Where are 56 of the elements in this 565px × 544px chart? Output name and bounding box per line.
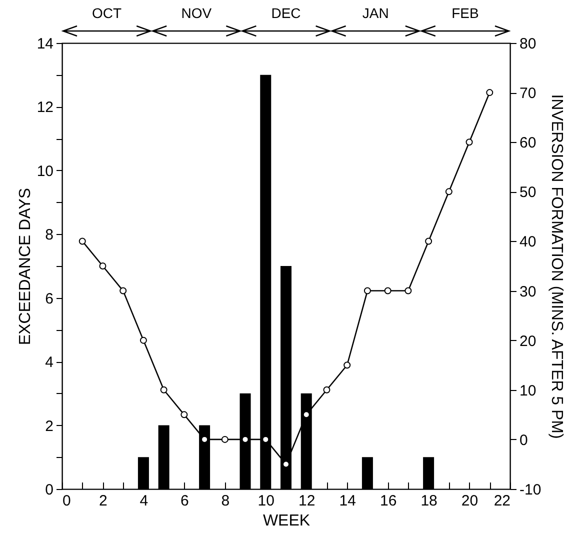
y-tick-label: 10 xyxy=(36,162,54,180)
point xyxy=(221,436,228,443)
y-tick-label: 4 xyxy=(45,354,54,372)
point xyxy=(486,89,494,96)
y-tick-label: 2 xyxy=(45,418,54,435)
text: JAN xyxy=(362,5,389,21)
text: OCT xyxy=(92,5,122,21)
point xyxy=(302,411,310,418)
y2-tick-label: 30 xyxy=(520,283,536,300)
x-tick-label: 18 xyxy=(420,492,438,510)
x-tick-label: 0 xyxy=(62,492,71,510)
point xyxy=(384,287,392,294)
y-tick-label: 8 xyxy=(45,226,54,244)
point xyxy=(120,287,127,294)
point xyxy=(78,238,86,245)
y2-tick-label: -10 xyxy=(520,482,542,498)
y2-tick-label: 70 xyxy=(520,85,536,102)
y2-tick-label: 80 xyxy=(520,36,536,52)
x-tick-label: 4 xyxy=(140,492,148,510)
x-tick-label: 14 xyxy=(339,492,356,510)
point xyxy=(180,411,188,418)
y2-tick-label: 10 xyxy=(520,382,536,400)
point xyxy=(160,386,168,394)
point xyxy=(364,287,371,294)
y-tick-label: 14 xyxy=(36,36,54,52)
y-tick-label: 12 xyxy=(36,99,54,116)
x-tick-label: 8 xyxy=(221,492,230,510)
y-axis-title: EXCEEDANCE DAYS xyxy=(16,188,34,346)
y2-tick-label: 50 xyxy=(520,184,536,202)
y2-tick-label: 0 xyxy=(520,432,528,449)
y-tick-label: 6 xyxy=(45,290,54,308)
y2-tick-label: 60 xyxy=(520,134,536,152)
point xyxy=(99,262,106,270)
y-tick-label: 0 xyxy=(45,482,54,498)
x-tick-label: 16 xyxy=(380,492,397,510)
x-tick-label: 6 xyxy=(180,492,189,510)
x-tick-label: 20 xyxy=(461,492,478,510)
y2-tick-label: 40 xyxy=(520,234,536,251)
point xyxy=(425,238,432,245)
point xyxy=(344,362,351,369)
y2-tick-label: 20 xyxy=(520,332,536,350)
point xyxy=(282,460,290,468)
x-axis-title: WEEK xyxy=(262,512,310,530)
point xyxy=(323,386,330,394)
point xyxy=(466,138,473,146)
text: NOV xyxy=(181,5,212,21)
x-tick-label: 2 xyxy=(99,492,108,510)
text: FEB xyxy=(452,5,479,21)
y2-axis-title: INVERSION FORMATION (MINS. AFTER 5 PM) xyxy=(548,94,565,439)
point xyxy=(445,188,452,196)
x-tick-label: 10 xyxy=(258,492,274,510)
x-tick-label: 12 xyxy=(298,492,316,510)
point xyxy=(404,287,412,294)
point xyxy=(140,336,147,344)
x-tick-label: 22 xyxy=(494,492,510,510)
text: DEC xyxy=(271,5,301,21)
